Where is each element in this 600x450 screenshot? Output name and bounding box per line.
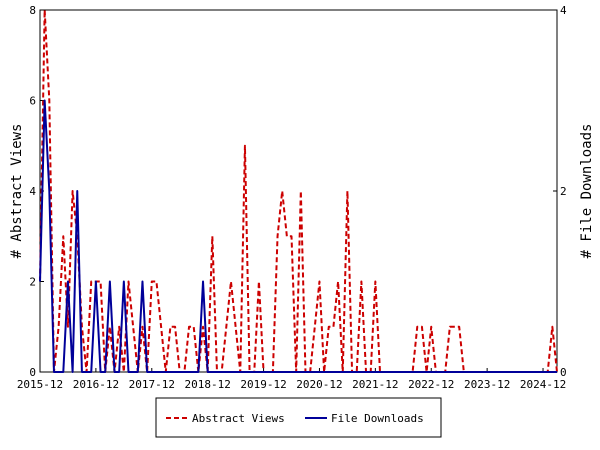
legend: Abstract Views File Downloads <box>155 397 442 438</box>
y-axis-left-title: # Abstract Views <box>9 124 25 259</box>
x-tick-label: 2015-12 <box>17 378 63 391</box>
series-layer <box>39 9 558 373</box>
x-tick-label: 2024-12 <box>520 378 566 391</box>
y-right-tick-label: 2 <box>560 185 567 198</box>
x-tick-label: 2021-12 <box>352 378 398 391</box>
legend-label-abstract-views: Abstract Views <box>192 412 285 425</box>
series-line-file-downloads <box>39 99 557 373</box>
legend-label-file-downloads: File Downloads <box>331 412 424 425</box>
y-right-tick-label: 4 <box>560 4 567 17</box>
y-right-tick-label: 0 <box>560 366 567 379</box>
x-tick-label: 2017-12 <box>129 378 175 391</box>
y-left-tick-label: 4 <box>29 185 36 198</box>
x-tick-label: 2019-12 <box>240 378 286 391</box>
y-left-tick-label: 2 <box>29 276 36 289</box>
x-tick-label: 2023-12 <box>464 378 510 391</box>
x-tick-label: 2016-12 <box>73 378 119 391</box>
y-left-tick-label: 0 <box>29 366 36 379</box>
legend-box <box>155 397 442 438</box>
y-axis-right-title: # File Downloads <box>579 124 595 259</box>
plot-area <box>39 9 558 373</box>
y-left-tick-label: 8 <box>29 4 36 17</box>
x-tick-label: 2022-12 <box>408 378 454 391</box>
x-axis: 2015-12 2016-12 2017-12 2018-12 2019-12 2020-… <box>17 368 566 391</box>
x-tick-label: 2020-12 <box>296 378 342 391</box>
y-left-tick-label: 6 <box>29 95 36 108</box>
x-tick-label: 2018-12 <box>184 378 230 391</box>
